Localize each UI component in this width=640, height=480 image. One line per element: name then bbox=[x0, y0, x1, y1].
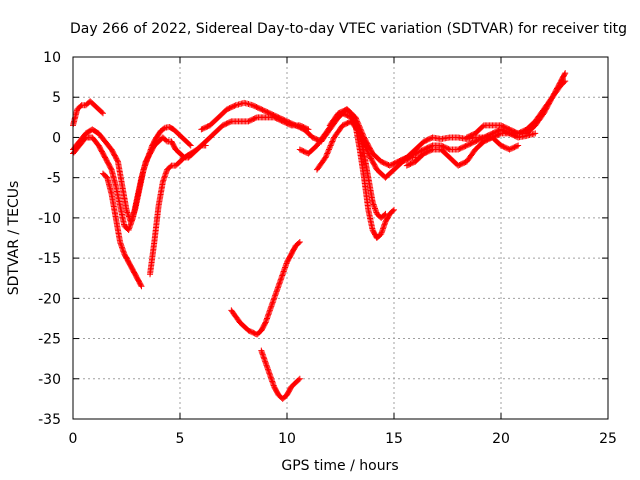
data-point bbox=[329, 137, 336, 144]
data-point bbox=[231, 102, 238, 109]
data-point bbox=[381, 211, 388, 218]
y-tick-label: -5 bbox=[47, 171, 61, 187]
data-point bbox=[562, 70, 569, 77]
x-tick-label: 0 bbox=[69, 431, 78, 447]
data-point bbox=[445, 145, 452, 152]
series-track-1 bbox=[70, 98, 106, 129]
data-point bbox=[327, 142, 334, 149]
x-axis-label: GPS time / hours bbox=[281, 458, 398, 474]
data-point bbox=[355, 121, 362, 128]
data-point bbox=[561, 71, 568, 78]
x-tick-label: 20 bbox=[492, 431, 510, 447]
data-point bbox=[107, 165, 114, 172]
data-points bbox=[70, 70, 569, 402]
data-point bbox=[186, 141, 193, 148]
data-point bbox=[513, 143, 520, 150]
data-point bbox=[227, 118, 234, 125]
data-point bbox=[352, 114, 359, 121]
data-point bbox=[353, 117, 360, 124]
data-point bbox=[326, 145, 333, 152]
data-point bbox=[357, 126, 364, 133]
series-track-15 bbox=[463, 70, 569, 141]
data-point bbox=[428, 147, 435, 154]
data-point bbox=[322, 154, 329, 161]
data-point bbox=[187, 142, 194, 149]
data-point bbox=[354, 119, 361, 126]
data-point bbox=[515, 142, 522, 149]
x-tick-label: 25 bbox=[599, 431, 617, 447]
series-track-2 bbox=[70, 123, 194, 225]
data-point bbox=[137, 282, 144, 289]
data-point bbox=[513, 129, 520, 136]
data-point bbox=[329, 138, 336, 145]
data-point bbox=[391, 206, 397, 213]
data-point bbox=[356, 123, 363, 130]
y-axis-label: SDTVAR / TECUs bbox=[6, 181, 22, 296]
series-track-8 bbox=[258, 347, 303, 402]
data-point bbox=[359, 130, 366, 137]
series-track-14 bbox=[403, 134, 522, 169]
data-point bbox=[389, 207, 396, 214]
data-point bbox=[382, 210, 389, 217]
y-tick-label: 0 bbox=[52, 130, 61, 146]
data-point bbox=[252, 114, 259, 121]
y-tick-label: -25 bbox=[38, 332, 61, 348]
data-point bbox=[296, 375, 303, 382]
data-point bbox=[328, 141, 335, 148]
data-point bbox=[324, 149, 331, 156]
data-point bbox=[330, 135, 337, 142]
data-point bbox=[355, 122, 362, 129]
data-point bbox=[325, 147, 332, 154]
series-track-6 bbox=[198, 99, 308, 133]
series-track-7 bbox=[228, 239, 303, 338]
y-tick-label: -30 bbox=[38, 372, 61, 388]
chart-title: Day 266 of 2022, Sidereal Day-to-day VTE… bbox=[70, 21, 627, 37]
data-point bbox=[114, 157, 121, 164]
data-point bbox=[295, 376, 302, 383]
series-track-4 bbox=[99, 170, 145, 290]
data-point bbox=[353, 115, 360, 122]
data-point bbox=[323, 151, 330, 158]
x-tick-label: 5 bbox=[176, 431, 185, 447]
plot-frame bbox=[72, 56, 609, 420]
data-point bbox=[532, 130, 539, 137]
y-tick-label: 10 bbox=[43, 50, 61, 66]
data-point bbox=[328, 139, 335, 146]
data-point bbox=[296, 239, 303, 246]
data-point bbox=[358, 127, 365, 134]
data-point bbox=[354, 118, 361, 125]
data-point bbox=[327, 143, 334, 150]
x-tick-label: 10 bbox=[278, 431, 296, 447]
y-tick-label: -35 bbox=[38, 412, 61, 428]
data-point bbox=[323, 153, 330, 160]
x-tick-label: 15 bbox=[385, 431, 403, 447]
y-tick-label: 5 bbox=[52, 90, 61, 106]
tick-labels: 0 5 10 15 20 25 10 5 0 -5 -10 -15 -20 -25 -30 -35 bbox=[38, 50, 617, 447]
data-point bbox=[359, 131, 366, 138]
y-tick-label: -20 bbox=[38, 291, 61, 307]
data-point bbox=[98, 109, 105, 116]
data-point bbox=[295, 240, 302, 247]
series-track-11 bbox=[313, 118, 389, 221]
data-point bbox=[325, 146, 332, 153]
data-point bbox=[138, 283, 145, 290]
y-tick-label: -15 bbox=[38, 251, 61, 267]
data-point bbox=[321, 155, 328, 162]
data-point bbox=[358, 129, 365, 136]
data-point bbox=[357, 125, 364, 132]
data-point bbox=[324, 150, 331, 157]
series-track-3 bbox=[70, 134, 209, 233]
data-point bbox=[360, 133, 367, 140]
data-point bbox=[99, 110, 106, 117]
y-tick-label: -10 bbox=[38, 211, 61, 227]
